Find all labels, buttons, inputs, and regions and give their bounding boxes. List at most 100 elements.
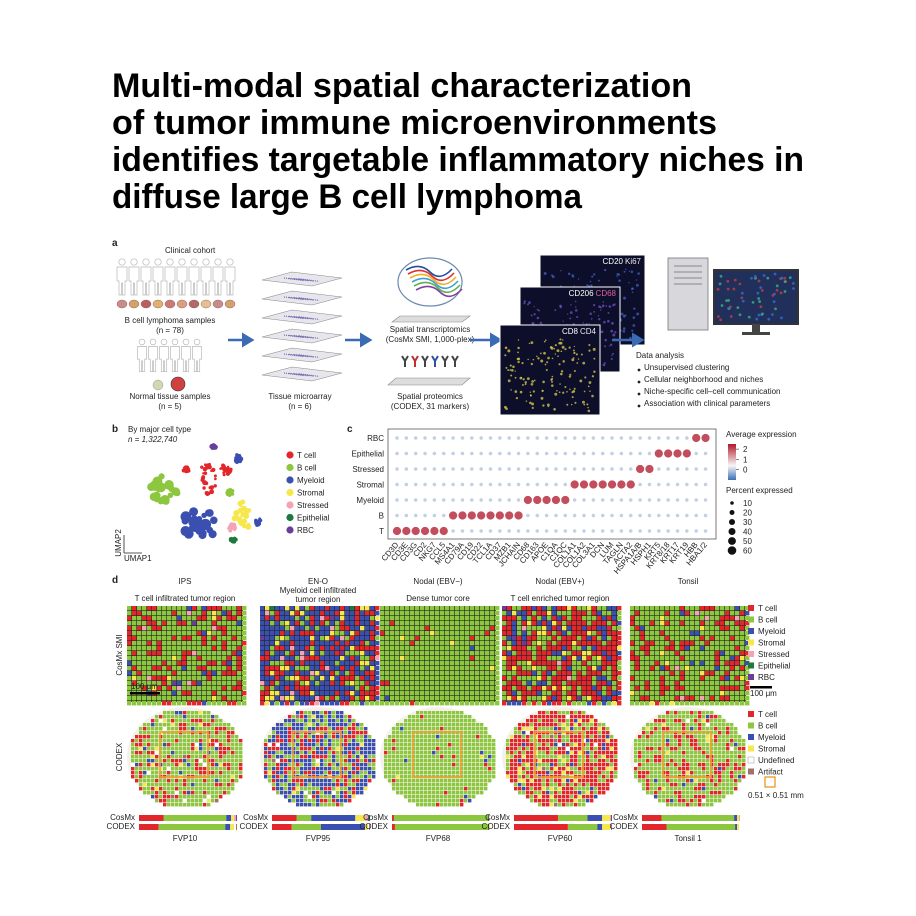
tissue-pixel [324, 803, 328, 807]
tissue-pixel [582, 711, 586, 715]
tissue-pixel [570, 719, 574, 723]
tissue-pixel [290, 641, 295, 646]
tissue-pixel [127, 681, 132, 686]
tissue-pixel [163, 727, 167, 731]
expression-dot [411, 526, 420, 536]
tissue-pixel [139, 759, 143, 763]
tissue-pixel [452, 767, 456, 771]
expression-dot [591, 513, 596, 518]
tissue-pixel [464, 779, 468, 783]
image-signal [622, 330, 626, 333]
tissue-pixel [300, 803, 304, 807]
tissue-pixel [265, 696, 270, 701]
tissue-pixel [300, 763, 304, 767]
tissue-pixel [405, 691, 410, 696]
tissue-pixel [223, 747, 227, 751]
expression-dot [645, 464, 654, 474]
image-signal [588, 343, 591, 347]
expression-dot [610, 451, 614, 456]
tissue-pixel [476, 743, 480, 747]
tissue-pixel [470, 651, 475, 656]
tissue-pixel [276, 751, 280, 755]
tissue-pixel [472, 795, 476, 799]
tissue-pixel [137, 651, 142, 656]
tissue-pixel [440, 606, 445, 611]
tissue-pixel [131, 763, 135, 767]
tissue-pixel [352, 747, 356, 751]
tissue-pixel [292, 799, 296, 803]
tissue-pixel [328, 803, 332, 807]
tissue-pixel [310, 661, 315, 666]
tissue-pixel [175, 715, 179, 719]
tissue-pixel [300, 779, 304, 783]
tissue-pixel [424, 787, 428, 791]
tissue-pixel [222, 636, 227, 641]
tissue-pixel [191, 787, 195, 791]
tissue-pixel [388, 775, 392, 779]
tissue-pixel [480, 783, 484, 787]
tissue-pixel [517, 616, 522, 621]
tissue-pixel [416, 723, 420, 727]
tissue-pixel [330, 616, 335, 621]
image-signal [559, 305, 563, 309]
tissue-pixel [372, 743, 376, 747]
tissue-pixel [330, 621, 335, 626]
tissue-pixel [192, 631, 197, 636]
tissue-pixel [179, 743, 183, 747]
tissue-pixel [152, 696, 157, 701]
tissue-pixel [492, 775, 496, 779]
tissue-pixel [325, 651, 330, 656]
person-icon [170, 346, 180, 373]
tissue-pixel [296, 739, 300, 743]
tissue-pixel [360, 723, 364, 727]
tissue-pixel [151, 723, 155, 727]
tissue-pixel [435, 621, 440, 626]
tissue-pixel [400, 779, 404, 783]
tissue-pixel [275, 646, 280, 651]
tissue-pixel [260, 691, 265, 696]
tissue-pixel [147, 696, 152, 701]
tissue-pixel [199, 743, 203, 747]
tissue-pixel [435, 681, 440, 686]
slide-spots [293, 297, 315, 301]
tissue-pixel [440, 739, 444, 743]
tissue-pixel [195, 723, 199, 727]
tissue-pixel [272, 759, 276, 763]
bullet [637, 380, 641, 384]
umap-cells [227, 466, 230, 469]
tissue-pixel [305, 621, 310, 626]
tissue-pixel [566, 719, 570, 723]
tissue-pixel [207, 651, 212, 656]
tissue-pixel [167, 719, 171, 723]
tissue-pixel [572, 621, 577, 626]
umap-cells [241, 523, 247, 529]
tissue-pixel [340, 779, 344, 783]
tissue-pixel [385, 701, 390, 706]
organ-icon [200, 299, 212, 309]
tissue-pixel [191, 727, 195, 731]
tissue-pixel [612, 691, 617, 696]
tissue-pixel [207, 686, 212, 691]
tissue-pixel [199, 791, 203, 795]
tissue-pixel [582, 676, 587, 681]
tissue-pixel [360, 671, 365, 676]
expression-dot [413, 482, 418, 487]
tissue-pixel [290, 666, 295, 671]
tissue-pixel [330, 661, 335, 666]
tissue-pixel [350, 671, 355, 676]
tissue-pixel [436, 739, 440, 743]
tissue-pixel [436, 719, 440, 723]
image-signal [533, 313, 536, 316]
tissue-pixel [197, 616, 202, 621]
tissue-pixel [404, 759, 408, 763]
tissue-pixel [152, 626, 157, 631]
image-signal [632, 324, 636, 327]
tissue-pixel [147, 767, 151, 771]
tissue-pixel [344, 767, 348, 771]
expression-dot [460, 482, 465, 487]
tissue-pixel [175, 795, 179, 799]
tissue-pixel [336, 735, 340, 739]
image-signal [542, 380, 545, 384]
tissue-pixel [182, 691, 187, 696]
tissue-pixel [480, 671, 485, 676]
